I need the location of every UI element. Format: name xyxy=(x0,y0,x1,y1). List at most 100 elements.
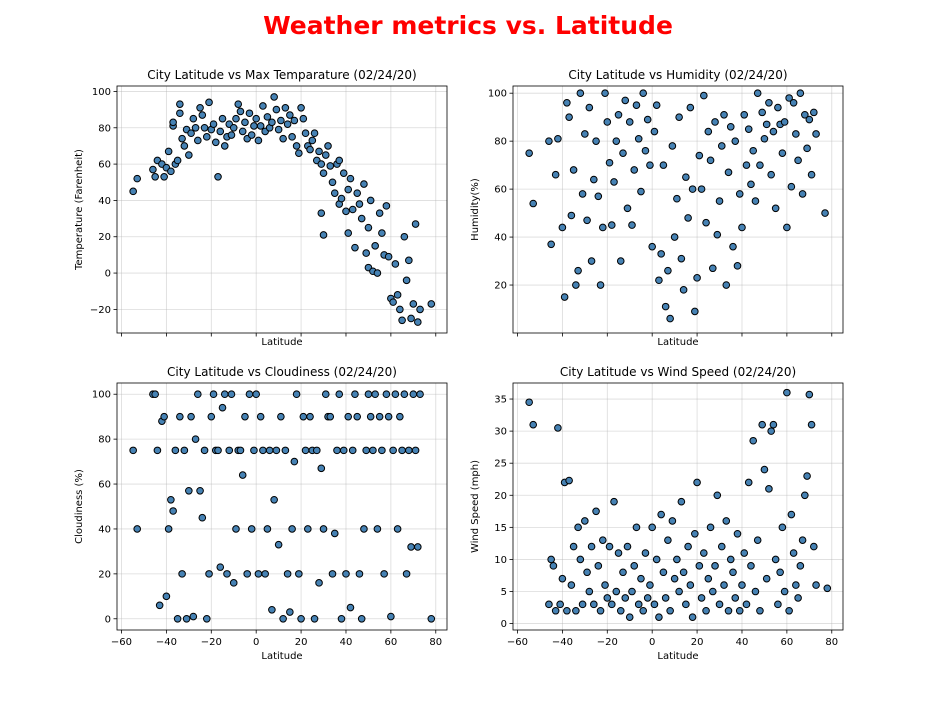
data-point xyxy=(596,281,605,289)
x-tick-label: −60 xyxy=(507,637,528,648)
data-point xyxy=(771,555,780,564)
data-point xyxy=(637,187,645,196)
data-point xyxy=(731,137,740,145)
data-point xyxy=(605,542,614,551)
x-axis-label: Latitude xyxy=(657,651,698,662)
data-point xyxy=(639,89,648,97)
data-point xyxy=(731,594,740,602)
data-point xyxy=(346,603,355,612)
data-point xyxy=(245,390,254,399)
data-point xyxy=(614,110,623,119)
scatter-series xyxy=(129,390,436,623)
x-axis-label: Latitude xyxy=(657,337,698,348)
data-point xyxy=(384,252,393,261)
data-point xyxy=(607,600,616,609)
data-point xyxy=(652,555,661,564)
data-point xyxy=(290,457,299,466)
data-point xyxy=(798,190,807,198)
data-point xyxy=(792,130,800,138)
data-point xyxy=(387,612,395,621)
data-point xyxy=(596,606,605,615)
data-point xyxy=(348,446,357,455)
data-point xyxy=(733,262,742,270)
data-point xyxy=(637,574,645,583)
data-point xyxy=(583,568,591,577)
data-point xyxy=(238,471,247,479)
data-point xyxy=(344,412,353,421)
data-point xyxy=(274,540,283,549)
x-tick-label: 40 xyxy=(736,637,749,648)
data-point xyxy=(648,523,656,532)
data-point xyxy=(373,269,382,277)
data-point xyxy=(393,525,402,533)
data-point xyxy=(744,125,753,133)
data-point xyxy=(405,446,413,455)
data-point xyxy=(182,614,191,623)
data-point xyxy=(616,257,625,265)
gridlines xyxy=(513,86,843,333)
data-point xyxy=(695,151,704,160)
data-point xyxy=(297,103,305,112)
data-point xyxy=(319,525,328,533)
data-point xyxy=(648,242,656,251)
x-tick-label: 20 xyxy=(691,637,704,648)
data-point xyxy=(693,274,701,282)
data-point xyxy=(216,563,225,571)
data-point xyxy=(227,131,236,139)
data-point xyxy=(256,412,265,421)
data-point xyxy=(317,160,326,168)
x-axis-label: Latitude xyxy=(261,337,302,348)
data-point xyxy=(758,108,766,117)
data-point xyxy=(295,149,303,157)
data-point xyxy=(218,403,227,412)
data-point xyxy=(601,89,609,97)
y-tick-label: 30 xyxy=(494,427,507,438)
data-point xyxy=(767,170,775,179)
data-point xyxy=(715,600,724,609)
data-point xyxy=(587,542,596,551)
data-point xyxy=(628,587,636,596)
data-point xyxy=(187,129,195,138)
data-point xyxy=(774,103,782,112)
data-point xyxy=(567,211,576,220)
data-point xyxy=(643,115,652,124)
data-point xyxy=(751,587,760,596)
data-point xyxy=(259,446,267,455)
data-point xyxy=(677,254,686,263)
data-point xyxy=(801,110,809,119)
data-point xyxy=(129,187,137,196)
data-point xyxy=(778,523,787,532)
data-point xyxy=(783,388,791,397)
data-point xyxy=(625,613,634,621)
plot-frame xyxy=(116,382,448,631)
data-point xyxy=(545,600,553,609)
data-point xyxy=(312,446,321,455)
data-point xyxy=(668,142,677,150)
data-point xyxy=(270,93,278,101)
data-point xyxy=(279,614,287,623)
data-point xyxy=(196,486,204,495)
data-point xyxy=(149,165,157,174)
data-point xyxy=(807,170,816,179)
data-point xyxy=(702,606,710,615)
data-point xyxy=(171,446,180,455)
data-point xyxy=(227,390,236,399)
subplot-title: City Latitude vs Cloudiness (02/24/20) xyxy=(167,365,397,379)
data-point xyxy=(218,114,227,123)
data-point xyxy=(639,606,648,615)
data-point xyxy=(414,318,422,326)
data-point xyxy=(330,189,339,197)
data-point xyxy=(646,581,654,589)
data-point xyxy=(229,123,238,132)
data-point xyxy=(259,102,267,110)
data-point xyxy=(666,606,674,615)
data-point xyxy=(686,103,695,112)
data-point xyxy=(740,110,749,119)
scatter-series xyxy=(129,93,436,326)
data-point xyxy=(391,260,400,268)
data-point xyxy=(315,147,323,156)
data-point xyxy=(328,178,337,187)
data-point xyxy=(200,123,209,132)
data-point xyxy=(760,465,769,474)
data-point xyxy=(688,185,697,193)
